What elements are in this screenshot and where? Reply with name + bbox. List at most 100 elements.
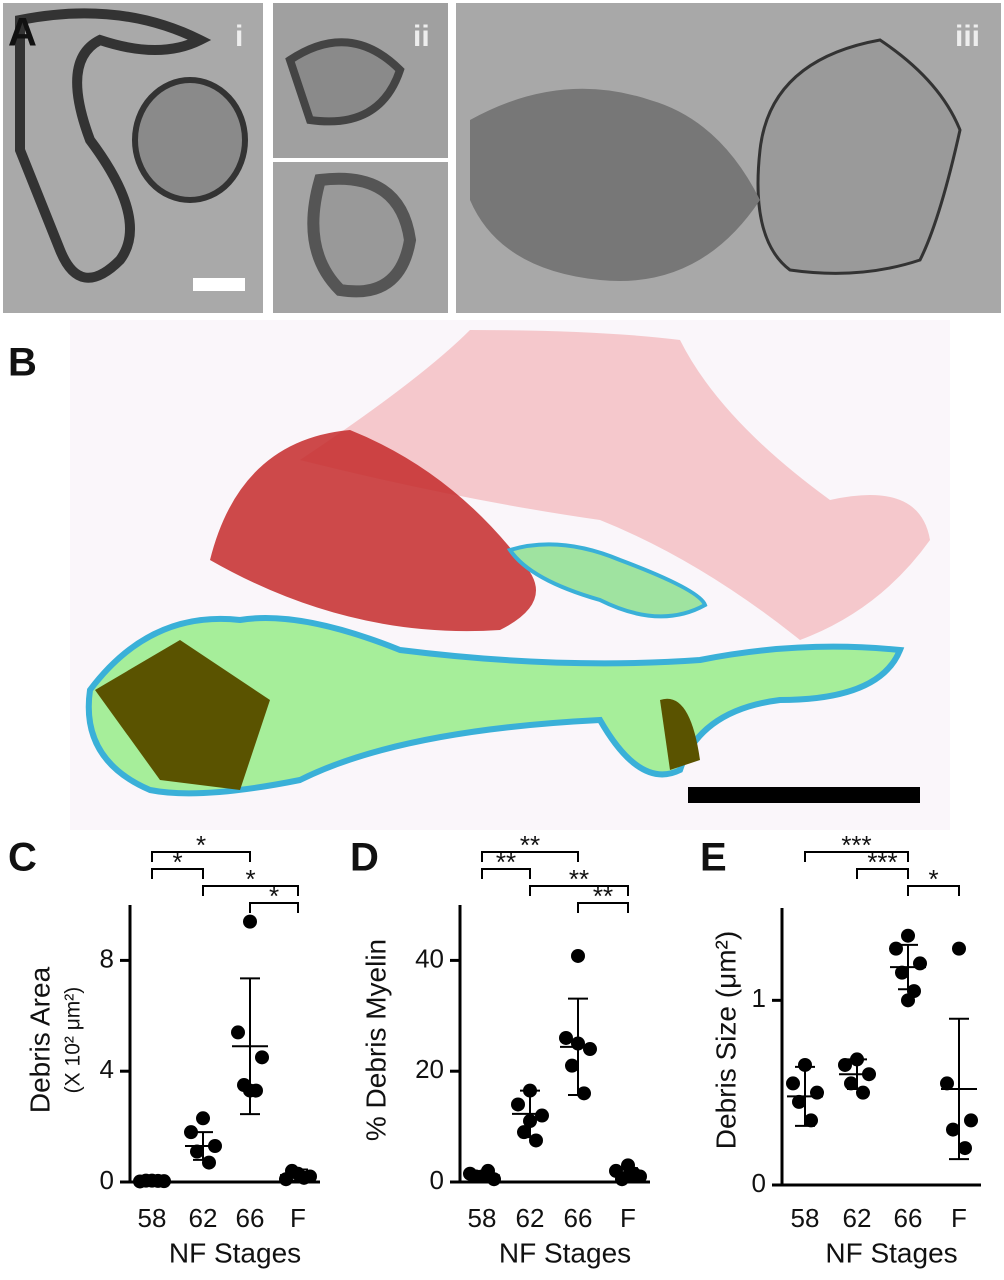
data-point bbox=[946, 1122, 960, 1137]
significance-label: ** bbox=[496, 847, 516, 877]
significance-label: * bbox=[172, 847, 182, 877]
panel-sublabel: iii bbox=[955, 20, 980, 53]
axon bbox=[132, 77, 248, 203]
data-point bbox=[792, 1094, 806, 1109]
data-point bbox=[889, 941, 903, 956]
significance-bracket bbox=[481, 851, 579, 862]
significance-label: ** bbox=[593, 881, 613, 911]
data-point bbox=[804, 1113, 818, 1128]
panel-label: D bbox=[350, 836, 379, 880]
y-axis-unit: (X 10² μm²) bbox=[62, 987, 85, 1094]
data-point bbox=[856, 1085, 870, 1100]
x-tick-label: 62 bbox=[516, 1203, 545, 1233]
panel-label: C bbox=[8, 836, 37, 880]
y-tick-label: 20 bbox=[415, 1054, 444, 1084]
significance-label: * bbox=[928, 864, 938, 894]
panel-label: B bbox=[8, 341, 37, 385]
data-point bbox=[511, 1097, 525, 1112]
significance-bracket bbox=[804, 851, 909, 862]
data-point bbox=[964, 1113, 978, 1128]
x-tick-label: 66 bbox=[236, 1203, 265, 1233]
significance-bracket bbox=[577, 902, 629, 913]
significance-label: *** bbox=[867, 847, 897, 877]
panel-labels: A i ii iii B C D E bbox=[8, 11, 980, 880]
x-axis-label: NF Stages bbox=[825, 1237, 957, 1268]
axon-cut bbox=[95, 640, 270, 790]
axon-cut bbox=[660, 698, 700, 770]
data-point bbox=[529, 1133, 543, 1148]
y-tick-label: 0 bbox=[752, 1168, 766, 1198]
data-point bbox=[297, 1170, 311, 1185]
x-tick-label: 62 bbox=[189, 1203, 218, 1233]
data-point bbox=[958, 1141, 972, 1156]
panel-label: A bbox=[8, 11, 37, 55]
data-point bbox=[844, 1076, 858, 1091]
micrographs bbox=[3, 3, 1001, 313]
data-point bbox=[940, 1076, 954, 1091]
debris bbox=[756, 38, 962, 275]
scale-bar bbox=[193, 278, 245, 291]
significance-label: * bbox=[196, 830, 206, 860]
reconstruction bbox=[70, 320, 950, 830]
data-point bbox=[913, 956, 927, 971]
x-tick-label: 66 bbox=[894, 1203, 923, 1233]
significance-label: ** bbox=[569, 864, 589, 894]
scale-bar bbox=[688, 787, 920, 803]
x-tick-label: 58 bbox=[138, 1203, 167, 1233]
fragment bbox=[506, 542, 708, 619]
data-point bbox=[571, 948, 585, 963]
panel-sublabel: ii bbox=[413, 20, 430, 53]
data-point bbox=[255, 1050, 269, 1065]
x-tick-label: F bbox=[951, 1203, 967, 1233]
y-tick-label: 40 bbox=[415, 943, 444, 973]
significance-bracket bbox=[481, 868, 531, 879]
y-axis-label: Debris Size (μm²) bbox=[710, 931, 741, 1149]
data-point bbox=[577, 1086, 591, 1101]
myelin bbox=[307, 172, 417, 298]
y-tick-label: 8 bbox=[100, 943, 114, 973]
data-point bbox=[184, 1125, 198, 1140]
glia-core bbox=[210, 430, 536, 632]
data-point bbox=[565, 1058, 579, 1073]
myelin bbox=[285, 38, 405, 126]
significance-label: ** bbox=[520, 830, 540, 860]
data-point bbox=[901, 928, 915, 943]
panel-sublabel: i bbox=[235, 20, 243, 53]
data-point bbox=[952, 941, 966, 956]
significance-bracket bbox=[151, 868, 204, 879]
data-point bbox=[810, 1085, 824, 1100]
data-point bbox=[895, 965, 909, 980]
glia-membrane bbox=[300, 330, 930, 640]
x-tick-label: 58 bbox=[791, 1203, 820, 1233]
data-point bbox=[517, 1125, 531, 1140]
x-tick-label: 58 bbox=[468, 1203, 497, 1233]
data-point bbox=[231, 1025, 245, 1040]
data-point bbox=[243, 914, 257, 929]
significance-bracket bbox=[202, 885, 299, 896]
y-tick-label: 0 bbox=[430, 1165, 444, 1195]
y-tick-label: 0 bbox=[100, 1165, 114, 1195]
data-point bbox=[786, 1076, 800, 1091]
significance-label: * bbox=[269, 881, 279, 911]
x-axis-label: NF Stages bbox=[499, 1237, 631, 1268]
x-tick-label: 66 bbox=[564, 1203, 593, 1233]
data-point bbox=[901, 993, 915, 1008]
significance-label: * bbox=[245, 864, 255, 894]
significance-label: *** bbox=[841, 830, 871, 860]
data-point bbox=[559, 1030, 573, 1045]
significance-bracket bbox=[907, 885, 960, 896]
y-tick-label: 4 bbox=[100, 1054, 114, 1084]
significance-bracket bbox=[249, 902, 299, 913]
data-point bbox=[196, 1111, 210, 1126]
debris bbox=[470, 88, 760, 281]
myelin bbox=[15, 8, 212, 283]
axon-myelin bbox=[85, 615, 905, 797]
significance-bracket bbox=[151, 851, 251, 862]
data-point bbox=[202, 1155, 216, 1170]
x-tick-label: F bbox=[620, 1203, 636, 1233]
x-axis-label: NF Stages bbox=[169, 1237, 301, 1268]
significance-bracket bbox=[529, 885, 629, 896]
significance-bracket bbox=[856, 868, 909, 879]
y-tick-label: 1 bbox=[752, 983, 766, 1013]
